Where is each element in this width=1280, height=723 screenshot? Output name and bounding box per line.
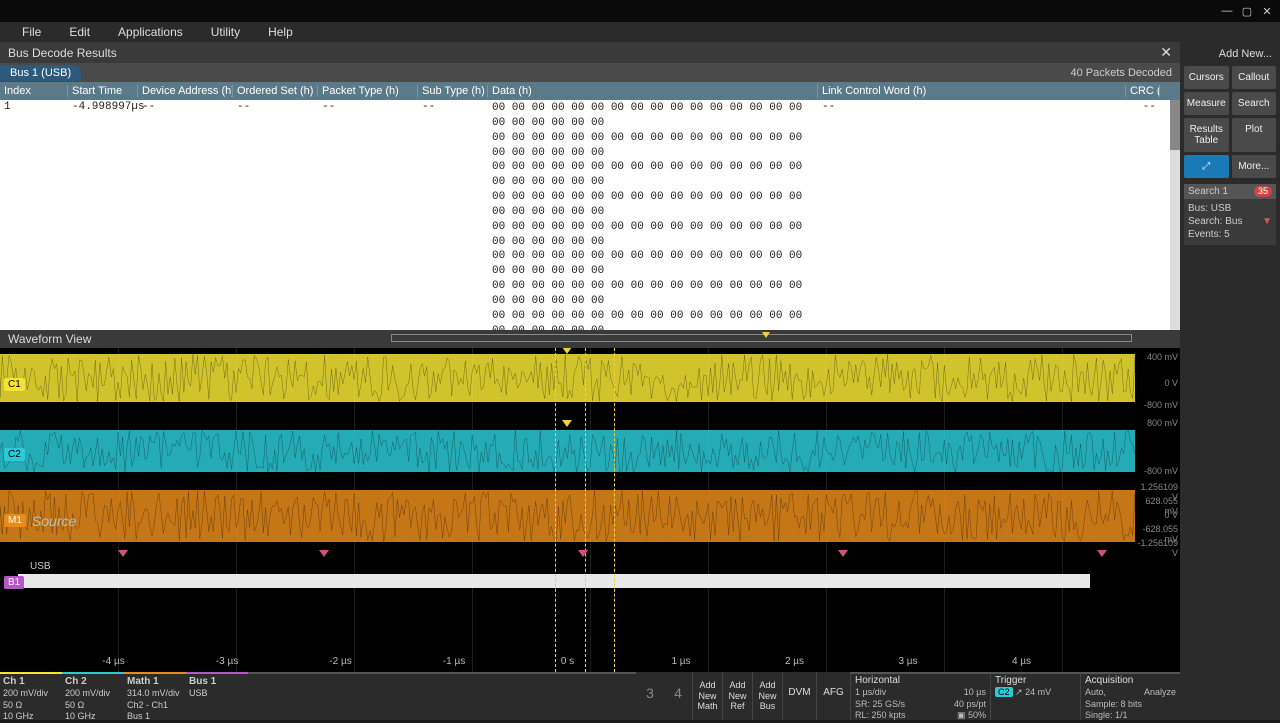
cursors-button[interactable]: Cursors (1184, 66, 1229, 89)
col-ordered-set[interactable]: Ordered Set (h) (233, 85, 318, 97)
menu-utility[interactable]: Utility (197, 25, 254, 39)
horizontal-tile[interactable]: Horizontal 1 µs/div 10 µs SR: 25 GS/s 40… (850, 672, 990, 720)
b1-badge[interactable]: B1 (4, 576, 24, 589)
side-panel: Add New... Cursors Callout Measure Searc… (1180, 42, 1280, 720)
chevron-down-icon[interactable]: ▼ (1262, 216, 1272, 227)
minimize-button[interactable]: — (1218, 4, 1236, 18)
add-new-label[interactable]: Add New... (1182, 44, 1278, 64)
plot-button[interactable]: Plot (1232, 118, 1277, 152)
zoom-button[interactable]: ⤢ (1184, 155, 1229, 178)
col-index[interactable]: Index (0, 85, 68, 97)
bottom-bar: Ch 1 200 mV/div50 Ω10 GHz Ch 2 200 mV/di… (0, 672, 1180, 720)
bus-tab[interactable]: Bus 1 (USB) (0, 65, 81, 81)
menu-applications[interactable]: Applications (104, 25, 197, 39)
math1-tile[interactable]: Math 1 314.0 mV/divCh2 - Ch1Bus 1 (124, 672, 186, 720)
trigger-tile[interactable]: Trigger C2 ↗ 24 mV (990, 672, 1080, 720)
waveform-area[interactable]: C1 400 mV 0 V -800 mV C2 800 mV -800 mV … (0, 348, 1180, 672)
col-link-control[interactable]: Link Control Word (h) (818, 85, 1126, 97)
ch1-badge[interactable]: C1 (4, 378, 25, 391)
close-button[interactable]: ✕ (1258, 4, 1276, 18)
menu-edit[interactable]: Edit (55, 25, 104, 39)
col-sub-type[interactable]: Sub Type (h) (418, 85, 488, 97)
add-ch3-button[interactable]: 3 (636, 672, 664, 720)
more-button[interactable]: More... (1232, 155, 1277, 178)
ch2-badge[interactable]: C2 (4, 448, 25, 461)
add-ch4-button[interactable]: 4 (664, 672, 692, 720)
col-crc[interactable]: CRC (h) (1126, 85, 1160, 97)
col-start-time[interactable]: Start Time (68, 85, 138, 97)
packet-count: 40 Packets Decoded (1070, 67, 1180, 79)
bus-protocol-label: USB (26, 560, 55, 573)
results-scrollbar[interactable] (1170, 100, 1180, 330)
col-data[interactable]: Data (h) (488, 84, 818, 99)
decode-panel-title: Bus Decode Results ✕ (0, 42, 1180, 63)
maximize-button[interactable]: ▢ (1238, 4, 1256, 18)
afg-button[interactable]: AFG (816, 672, 850, 720)
measure-button[interactable]: Measure (1184, 92, 1229, 115)
search-result-panel[interactable]: Search 135 Bus: USB Search: Bus▼ Events:… (1184, 184, 1276, 245)
menubar: File Edit Applications Utility Help (0, 22, 1280, 42)
waveform-title: Waveform View (8, 332, 91, 346)
acquisition-tile[interactable]: Acquisition Auto, Analyze Sample: 8 bits… (1080, 672, 1180, 720)
bus1-tile[interactable]: Bus 1 USB (186, 672, 248, 720)
add-bus-button[interactable]: Add New Bus (752, 672, 782, 720)
menu-help[interactable]: Help (254, 25, 307, 39)
search-title: Search 1 (1188, 186, 1228, 197)
results-table-button[interactable]: Results Table (1184, 118, 1229, 152)
search-button[interactable]: Search (1232, 92, 1277, 115)
decode-title-text: Bus Decode Results (8, 46, 117, 60)
col-device-address[interactable]: Device Address (h) (138, 85, 233, 97)
add-ref-button[interactable]: Add New Ref (722, 672, 752, 720)
results-grid: Index Start Time Device Address (h) Orde… (0, 82, 1180, 330)
m1-badge[interactable]: M1 (4, 514, 26, 527)
m1-source-label: Source (28, 512, 80, 530)
col-packet-type[interactable]: Packet Type (h) (318, 85, 418, 97)
ch2-tile[interactable]: Ch 2 200 mV/div50 Ω10 GHz (62, 672, 124, 720)
decode-close-icon[interactable]: ✕ (1160, 44, 1172, 61)
waveform-navigator[interactable] (391, 334, 1132, 344)
ch1-tile[interactable]: Ch 1 200 mV/div50 Ω10 GHz (0, 672, 62, 720)
add-math-button[interactable]: Add New Math (692, 672, 722, 720)
callout-button[interactable]: Callout (1232, 66, 1277, 89)
dvm-button[interactable]: DVM (782, 672, 816, 720)
menu-file[interactable]: File (8, 25, 55, 39)
search-badge: 35 (1254, 186, 1272, 197)
table-row[interactable]: 1-4.998997µs--------00 00 00 00 00 00 00… (0, 100, 1180, 330)
